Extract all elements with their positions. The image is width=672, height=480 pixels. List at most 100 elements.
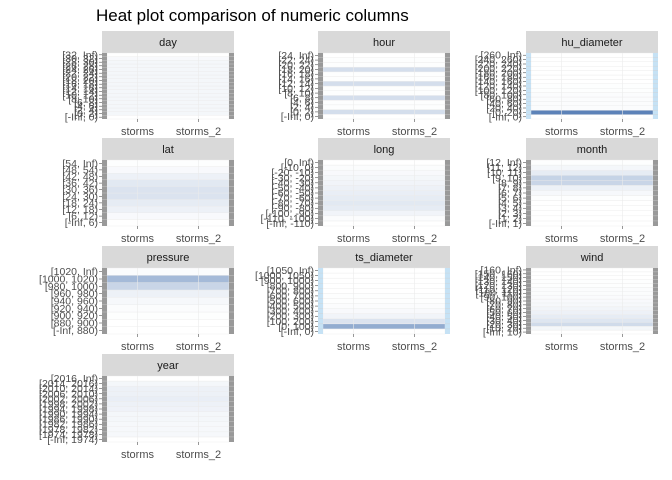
y-tick-label-lat-9: [54, Inf): [62, 158, 98, 170]
y-tick-label-pressure-7: [1000, 1020): [39, 274, 98, 286]
heat-tile-wind-8: [530, 298, 654, 304]
heat-tile-wind-13: [530, 279, 654, 284]
x-tick-label-month-storms: storms: [545, 233, 579, 245]
y-tick-label-ts-diameter-9: [800, 900): [267, 280, 314, 292]
y-tick-label-long-4: [-80, -70): [271, 198, 314, 210]
right-side-bar: [653, 268, 658, 334]
heat-tile-long-2: [322, 210, 446, 217]
heat-tile-hour-2: [322, 104, 446, 110]
heat-tile-month-6: [530, 190, 654, 196]
y-tick-label-hour-12: [22, 24): [278, 55, 314, 67]
heat-tile-ts-diameter-9: [322, 283, 446, 289]
y-tick-label-lat-8: [48, 54): [62, 164, 98, 176]
y-tick-label-hu-diameter-8: [140, 160): [475, 76, 522, 88]
y-tick-label-lat-7: [42, 48): [62, 171, 98, 183]
chart-title: Heat plot comparison of numeric columns: [96, 6, 409, 25]
heat-tile-month-1: [530, 215, 654, 222]
y-tick-label-year-6: [1994, 1998): [39, 404, 98, 416]
heat-tile-hour-5: [322, 90, 446, 96]
heat-tile-ts-diameter-5: [322, 303, 446, 309]
facet-label-wind: wind: [580, 252, 604, 264]
x-tick-label-pressure-storms-2: storms_2: [176, 341, 221, 353]
y-tick-label-pressure-5: [960, 980): [51, 288, 98, 300]
heat-tile-hour-9: [322, 71, 446, 77]
y-tick-label-year-5: [1990, 1994): [39, 409, 98, 421]
facet-strip-day: [102, 31, 234, 53]
y-tick-label-month-6: [6, 7): [498, 188, 522, 200]
y-tick-label-hour-4: [6, 8): [290, 92, 314, 104]
y-tick-label-year-11: [2014, 2016): [39, 378, 98, 390]
heat-tile-ts-diameter-12: [322, 267, 446, 274]
y-tick-label-year-7: [1998, 2002): [39, 398, 98, 410]
y-tick-label-wind-16: [160, Inf): [481, 264, 522, 276]
y-tick-label-pressure-0: [-Inf, 880): [53, 325, 98, 337]
y-tick-label-month-10: [10, 11): [487, 167, 522, 179]
heat-tile-day-5: [106, 96, 230, 101]
y-tick-label-hu-diameter-12: [220, 240): [475, 59, 522, 71]
heat-tile-pressure-6: [106, 282, 230, 291]
heat-tile-lat-9: [106, 159, 230, 167]
y-tick-label-month-0: [-Inf, 1): [489, 218, 522, 230]
heat-tile-month-0: [530, 220, 654, 227]
y-tick-label-day-16: [30, 32): [62, 53, 98, 65]
y-tick-label-day-3: [4, 6): [74, 101, 98, 113]
heat-tile-month-12: [530, 159, 654, 166]
heat-tile-hu-diameter-0: [530, 114, 654, 120]
y-tick-label-year-10: [2010, 2014): [39, 383, 98, 395]
y-tick-label-hu-diameter-13: [240, 260): [475, 54, 522, 66]
y-tick-label-lat-1: [6, 12): [68, 211, 98, 223]
y-tick-label-wind-9: [90, 100): [481, 292, 522, 304]
y-tick-label-wind-15: [150, 160): [475, 268, 522, 280]
heat-tile-ts-diameter-2: [322, 318, 446, 325]
y-tick-label-day-6: [10, 12): [62, 90, 98, 102]
y-tick-label-day-4: [6, 8): [74, 97, 98, 109]
heat-tile-month-2: [530, 210, 654, 217]
heat-tile-hu-diameter-2: [530, 105, 654, 111]
facet-lat: lat [-Inf, 6)[6, 12)[12, 18)[18, 24)[24, …: [62, 138, 234, 245]
heat-tile-ts-diameter-10: [322, 277, 446, 284]
facet-pressure: pressure[-Inf, 880)[880, 900)[900, 920)[…: [39, 246, 234, 353]
y-tick-label-lat-6: [36, 42): [62, 178, 98, 190]
heat-tile-ts-diameter-6: [322, 298, 446, 304]
y-tick-label-month-5: [5, 6): [498, 193, 522, 205]
y-tick-label-hour-11: [20, 22): [278, 59, 314, 71]
y-tick-label-long-7: [-50, -40): [271, 182, 314, 194]
heat-tile-wind-4: [530, 314, 654, 319]
facet-label-hu-diameter: hu_diameter: [561, 37, 622, 49]
y-tick-label-long-11: [-10, 0): [281, 162, 314, 174]
y-tick-label-long-0: [-Inf, -110): [266, 218, 314, 230]
heat-tile-ts-diameter-11: [322, 272, 446, 279]
y-tick-label-wind-0: [-Inf, 10): [483, 327, 522, 339]
heat-tile-hu-diameter-8: [530, 79, 654, 85]
y-tick-label-ts-diameter-2: [100, 200): [267, 316, 314, 328]
y-tick-label-wind-6: [60, 70): [486, 303, 522, 315]
heat-tile-hour-12: [322, 57, 446, 63]
heat-tile-wind-11: [530, 287, 654, 292]
heat-tile-wind-6: [530, 306, 654, 311]
y-tick-label-ts-diameter-5: [400, 500): [267, 301, 314, 313]
y-tick-label-pressure-3: [920, 940): [51, 303, 98, 315]
y-tick-label-year-1: [1974, 1978): [39, 429, 98, 441]
heat-tile-month-10: [530, 169, 654, 176]
heat-tile-long-11: [322, 164, 446, 171]
heat-tile-lat-2: [106, 205, 230, 213]
heat-tile-lat-8: [106, 166, 230, 174]
heat-tile-year-8: [106, 396, 230, 402]
heat-tile-wind-1: [530, 326, 654, 331]
y-tick-label-ts-diameter-11: [1000, 1050): [255, 270, 314, 282]
y-tick-label-lat-0: [-Inf, 6): [65, 217, 98, 229]
heat-tile-day-3: [106, 104, 230, 109]
heat-tile-year-5: [106, 411, 230, 417]
facet-strip-lat: [102, 138, 234, 160]
y-tick-label-pressure-6: [980, 1000): [45, 281, 98, 293]
x-tick-label-year-storms-2: storms_2: [176, 449, 221, 461]
heat-tile-ts-diameter-7: [322, 293, 446, 299]
heat-tile-long-12: [322, 159, 446, 166]
right-side-bar: [653, 160, 658, 226]
x-tick-label-month-storms-2: storms_2: [600, 233, 645, 245]
facet-strip-long: [318, 138, 450, 160]
heat-tile-hour-10: [322, 66, 446, 73]
heat-tile-hour-8: [322, 76, 446, 82]
y-tick-label-ts-diameter-3: [200, 300): [267, 311, 314, 323]
heat-tile-hu-diameter-10: [530, 70, 654, 76]
